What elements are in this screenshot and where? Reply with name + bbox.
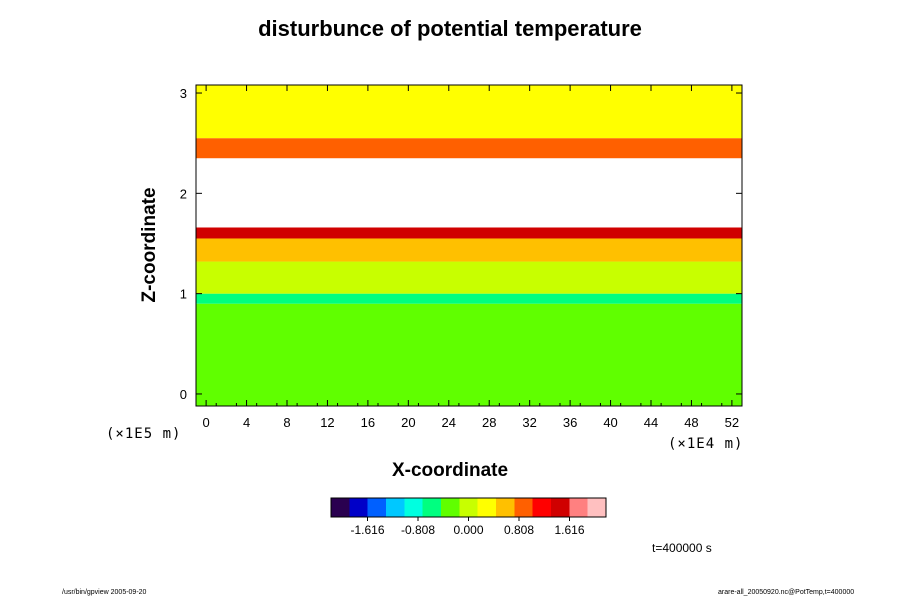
y-axis-unit: (×1E5 m) xyxy=(106,426,182,442)
x-tick-label: 4 xyxy=(243,415,250,430)
y-axis-label: Z-coordinate xyxy=(139,187,160,303)
heatmap-layer xyxy=(196,238,742,262)
colorbar-tick-label: 1.616 xyxy=(554,523,584,537)
colorbar-tick-label: 0.000 xyxy=(453,523,483,537)
colorbar-ramp xyxy=(330,497,607,518)
heatmap-field xyxy=(196,85,742,406)
y-tick-label: 0 xyxy=(180,387,187,402)
y-axis: 0 1 2 3 xyxy=(180,86,742,402)
x-tick-label: 44 xyxy=(644,415,658,430)
heatmap-layer xyxy=(196,303,742,406)
heatmap-layer xyxy=(196,293,742,304)
x-tick-label: 32 xyxy=(522,415,536,430)
y-tick-label: 3 xyxy=(180,86,187,101)
heatmap-layer xyxy=(196,158,742,228)
x-tick-label: 40 xyxy=(603,415,617,430)
colorbar-tick-label: -1.616 xyxy=(350,523,384,537)
x-tick-label: 16 xyxy=(361,415,375,430)
footer-file: arare-all_20050920.nc@PotTemp,t=400000 xyxy=(718,589,855,596)
time-label: t=400000 s xyxy=(652,541,712,555)
x-tick-label: 52 xyxy=(725,415,739,430)
colorbar-tick-label: 0.808 xyxy=(504,523,534,537)
x-tick-label: 0 xyxy=(202,415,209,430)
x-axis: 0 4 8 12 16 20 24 28 32 36 40 44 48 52 xyxy=(202,85,739,430)
plot-frame xyxy=(195,84,743,407)
heatmap-layer xyxy=(196,261,742,294)
heatmap-layer xyxy=(196,227,742,239)
x-tick-label: 24 xyxy=(442,415,456,430)
x-axis-unit: (×1E4 m) xyxy=(668,436,744,452)
footer-command: /usr/bin/gpview 2005-09-20 xyxy=(62,589,147,596)
x-axis-label: X-coordinate xyxy=(391,460,509,481)
x-tick-label: 28 xyxy=(482,415,496,430)
x-tick-label: 8 xyxy=(283,415,290,430)
x-tick-label: 20 xyxy=(401,415,415,430)
y-tick-label: 2 xyxy=(180,186,187,201)
heatmap-layer xyxy=(196,85,742,139)
chart-title: disturbunce of potential temperature xyxy=(258,16,642,41)
y-tick-label: 1 xyxy=(180,287,187,302)
x-tick-label: 12 xyxy=(320,415,334,430)
x-tick-label: 36 xyxy=(563,415,577,430)
colorbar: -1.616 -0.808 0.000 0.808 1.616 xyxy=(330,497,607,537)
heatmap-layer xyxy=(196,138,742,159)
x-tick-label: 48 xyxy=(684,415,698,430)
colorbar-tick-label: -0.808 xyxy=(401,523,435,537)
